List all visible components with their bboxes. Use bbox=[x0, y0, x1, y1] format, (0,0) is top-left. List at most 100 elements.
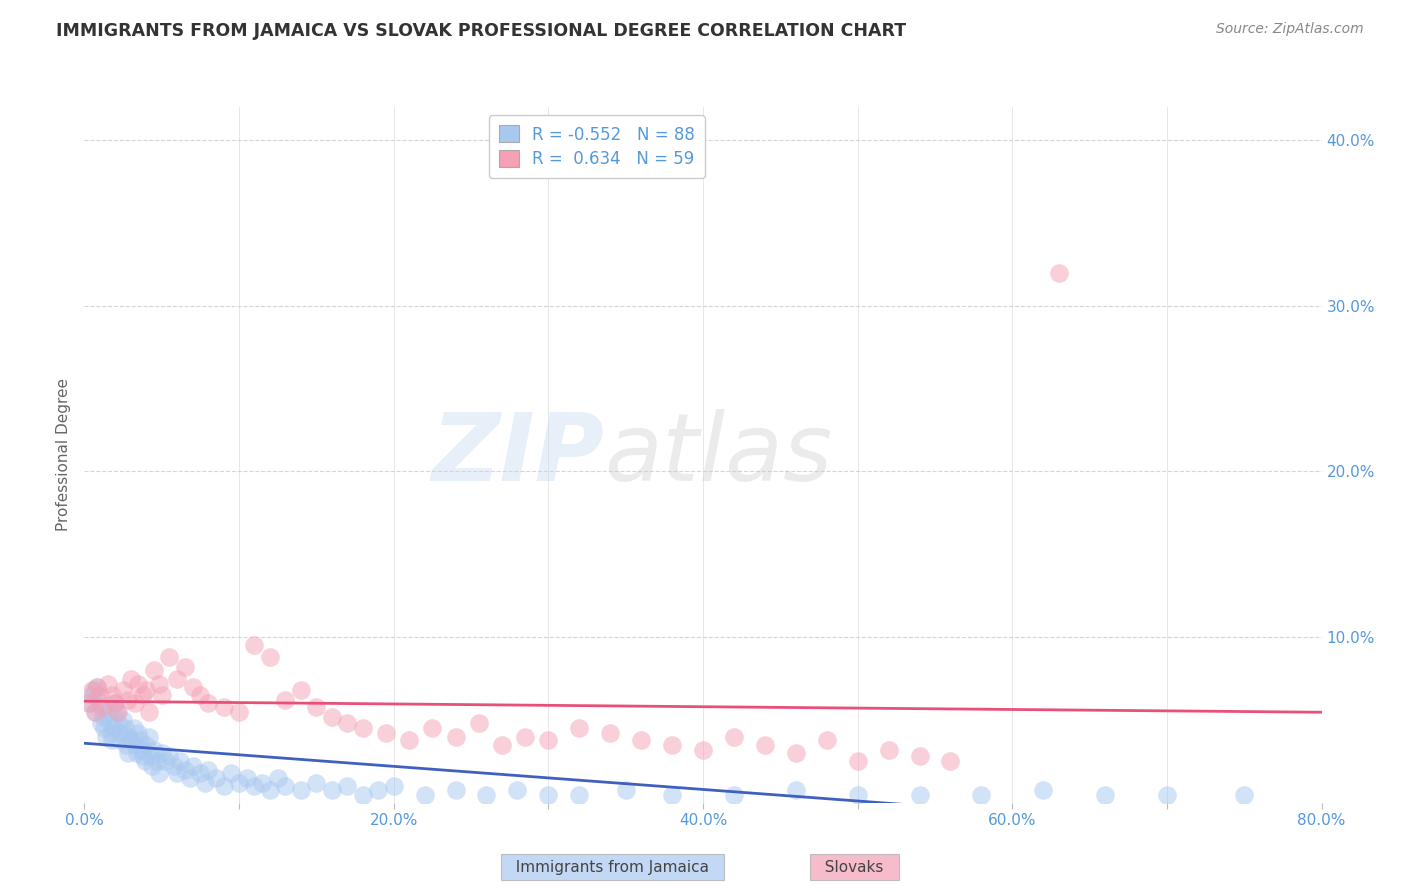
Point bbox=[970, 788, 993, 802]
Point bbox=[84, 705, 107, 719]
Point bbox=[537, 788, 560, 802]
Point bbox=[352, 721, 374, 735]
Point bbox=[138, 730, 160, 744]
Point bbox=[321, 709, 343, 723]
Point bbox=[444, 782, 467, 797]
Point bbox=[77, 697, 100, 711]
Point bbox=[336, 716, 359, 731]
Point bbox=[723, 730, 745, 744]
Point bbox=[120, 732, 142, 747]
Point bbox=[236, 771, 259, 785]
Point bbox=[128, 726, 150, 740]
Point bbox=[83, 683, 105, 698]
Point bbox=[228, 776, 250, 790]
Point bbox=[305, 699, 328, 714]
Point bbox=[599, 726, 621, 740]
Point bbox=[174, 763, 197, 777]
Point bbox=[908, 749, 931, 764]
Point bbox=[84, 705, 107, 719]
Text: ZIP: ZIP bbox=[432, 409, 605, 501]
Point bbox=[375, 726, 398, 740]
Point bbox=[630, 732, 652, 747]
Point bbox=[221, 766, 243, 780]
Legend: R = -0.552   N = 88, R =  0.634   N = 59: R = -0.552 N = 88, R = 0.634 N = 59 bbox=[489, 115, 704, 178]
Point bbox=[141, 759, 163, 773]
Point bbox=[267, 771, 290, 785]
Point bbox=[785, 782, 807, 797]
Point bbox=[205, 771, 228, 785]
Point bbox=[97, 676, 120, 690]
Point bbox=[1047, 266, 1070, 280]
Point bbox=[146, 755, 169, 769]
Point bbox=[166, 672, 188, 686]
Point bbox=[692, 743, 714, 757]
Point bbox=[82, 683, 104, 698]
Point bbox=[107, 716, 129, 731]
Point bbox=[159, 749, 181, 764]
Point bbox=[1233, 788, 1256, 802]
Point bbox=[908, 788, 931, 802]
Point bbox=[135, 683, 157, 698]
Point bbox=[128, 676, 150, 690]
Point bbox=[97, 705, 120, 719]
Point bbox=[815, 732, 838, 747]
Point bbox=[274, 693, 297, 707]
Point bbox=[112, 713, 135, 727]
Point bbox=[661, 788, 683, 802]
Point bbox=[179, 771, 201, 785]
Point bbox=[290, 782, 312, 797]
Point bbox=[252, 776, 274, 790]
Point bbox=[90, 716, 112, 731]
Point bbox=[148, 766, 170, 780]
Point bbox=[515, 730, 537, 744]
Point bbox=[139, 749, 162, 764]
Point bbox=[107, 705, 129, 719]
Point bbox=[91, 699, 114, 714]
Point bbox=[1032, 782, 1054, 797]
Point bbox=[1094, 788, 1116, 802]
Text: Source: ZipAtlas.com: Source: ZipAtlas.com bbox=[1216, 22, 1364, 37]
Point bbox=[169, 755, 191, 769]
Point bbox=[122, 721, 145, 735]
Point bbox=[367, 782, 389, 797]
Point bbox=[259, 650, 281, 665]
Point bbox=[105, 705, 128, 719]
Point bbox=[197, 697, 219, 711]
Point bbox=[290, 683, 312, 698]
Point bbox=[143, 663, 166, 677]
Point bbox=[135, 738, 157, 752]
Point bbox=[352, 788, 374, 802]
Point bbox=[491, 738, 513, 752]
Point bbox=[93, 721, 115, 735]
Point bbox=[166, 766, 188, 780]
Point bbox=[188, 766, 212, 780]
Point bbox=[131, 743, 153, 757]
Point bbox=[120, 672, 142, 686]
Point bbox=[877, 743, 900, 757]
Point bbox=[243, 639, 266, 653]
Point bbox=[143, 743, 166, 757]
Point bbox=[148, 676, 170, 690]
Point bbox=[118, 730, 141, 744]
Point bbox=[174, 660, 197, 674]
Point bbox=[87, 693, 110, 707]
Point bbox=[754, 738, 776, 752]
Point bbox=[413, 788, 436, 802]
Point bbox=[537, 732, 560, 747]
Point bbox=[398, 732, 420, 747]
Point bbox=[194, 776, 217, 790]
Point bbox=[444, 730, 467, 744]
Y-axis label: Professional Degree: Professional Degree bbox=[56, 378, 72, 532]
Point bbox=[475, 788, 498, 802]
Point bbox=[259, 782, 281, 797]
Point bbox=[104, 697, 127, 711]
Point bbox=[103, 721, 125, 735]
Point bbox=[1156, 788, 1178, 802]
Point bbox=[108, 726, 131, 740]
Point bbox=[212, 699, 235, 714]
Point bbox=[181, 759, 204, 773]
Point bbox=[939, 755, 962, 769]
Point bbox=[77, 697, 100, 711]
Point bbox=[86, 680, 108, 694]
Point bbox=[124, 697, 146, 711]
